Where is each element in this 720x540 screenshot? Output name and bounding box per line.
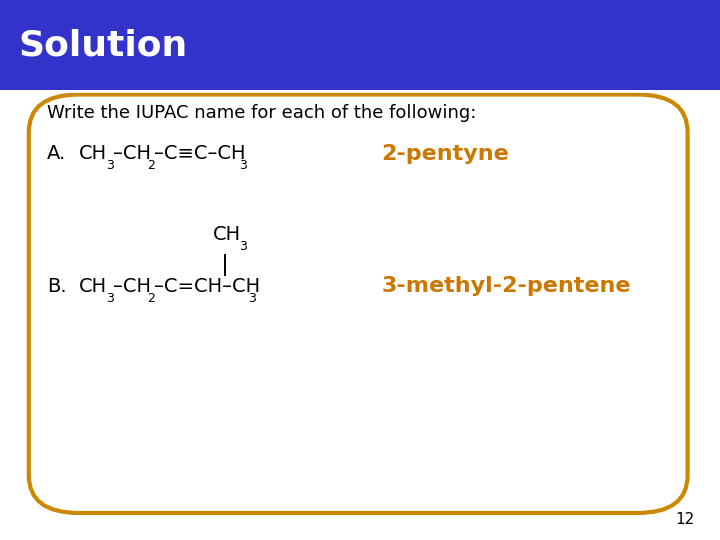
Text: B.: B. xyxy=(47,276,66,296)
Text: CH: CH xyxy=(79,144,107,164)
Text: 3: 3 xyxy=(248,292,256,305)
Text: 3: 3 xyxy=(239,240,247,253)
Text: 12: 12 xyxy=(675,511,695,526)
Text: Write the IUPAC name for each of the following:: Write the IUPAC name for each of the fol… xyxy=(47,104,476,123)
Text: A.: A. xyxy=(47,144,66,164)
Text: CH: CH xyxy=(212,225,240,245)
Text: –CH: –CH xyxy=(113,144,151,164)
Text: –C≡C–CH: –C≡C–CH xyxy=(154,144,246,164)
Text: –C=CH–CH: –C=CH–CH xyxy=(154,276,260,296)
Text: –CH: –CH xyxy=(113,276,151,296)
Text: 2: 2 xyxy=(147,159,155,172)
Text: 3: 3 xyxy=(239,159,247,172)
Text: CH: CH xyxy=(79,276,107,296)
Text: 3: 3 xyxy=(106,159,114,172)
FancyBboxPatch shape xyxy=(0,0,720,90)
Text: 2: 2 xyxy=(147,292,155,305)
Text: 3-methyl-2-pentene: 3-methyl-2-pentene xyxy=(382,276,631,296)
Text: 3: 3 xyxy=(106,292,114,305)
FancyBboxPatch shape xyxy=(29,94,688,513)
Text: 2-pentyne: 2-pentyne xyxy=(382,144,509,164)
Text: Solution: Solution xyxy=(18,29,187,63)
